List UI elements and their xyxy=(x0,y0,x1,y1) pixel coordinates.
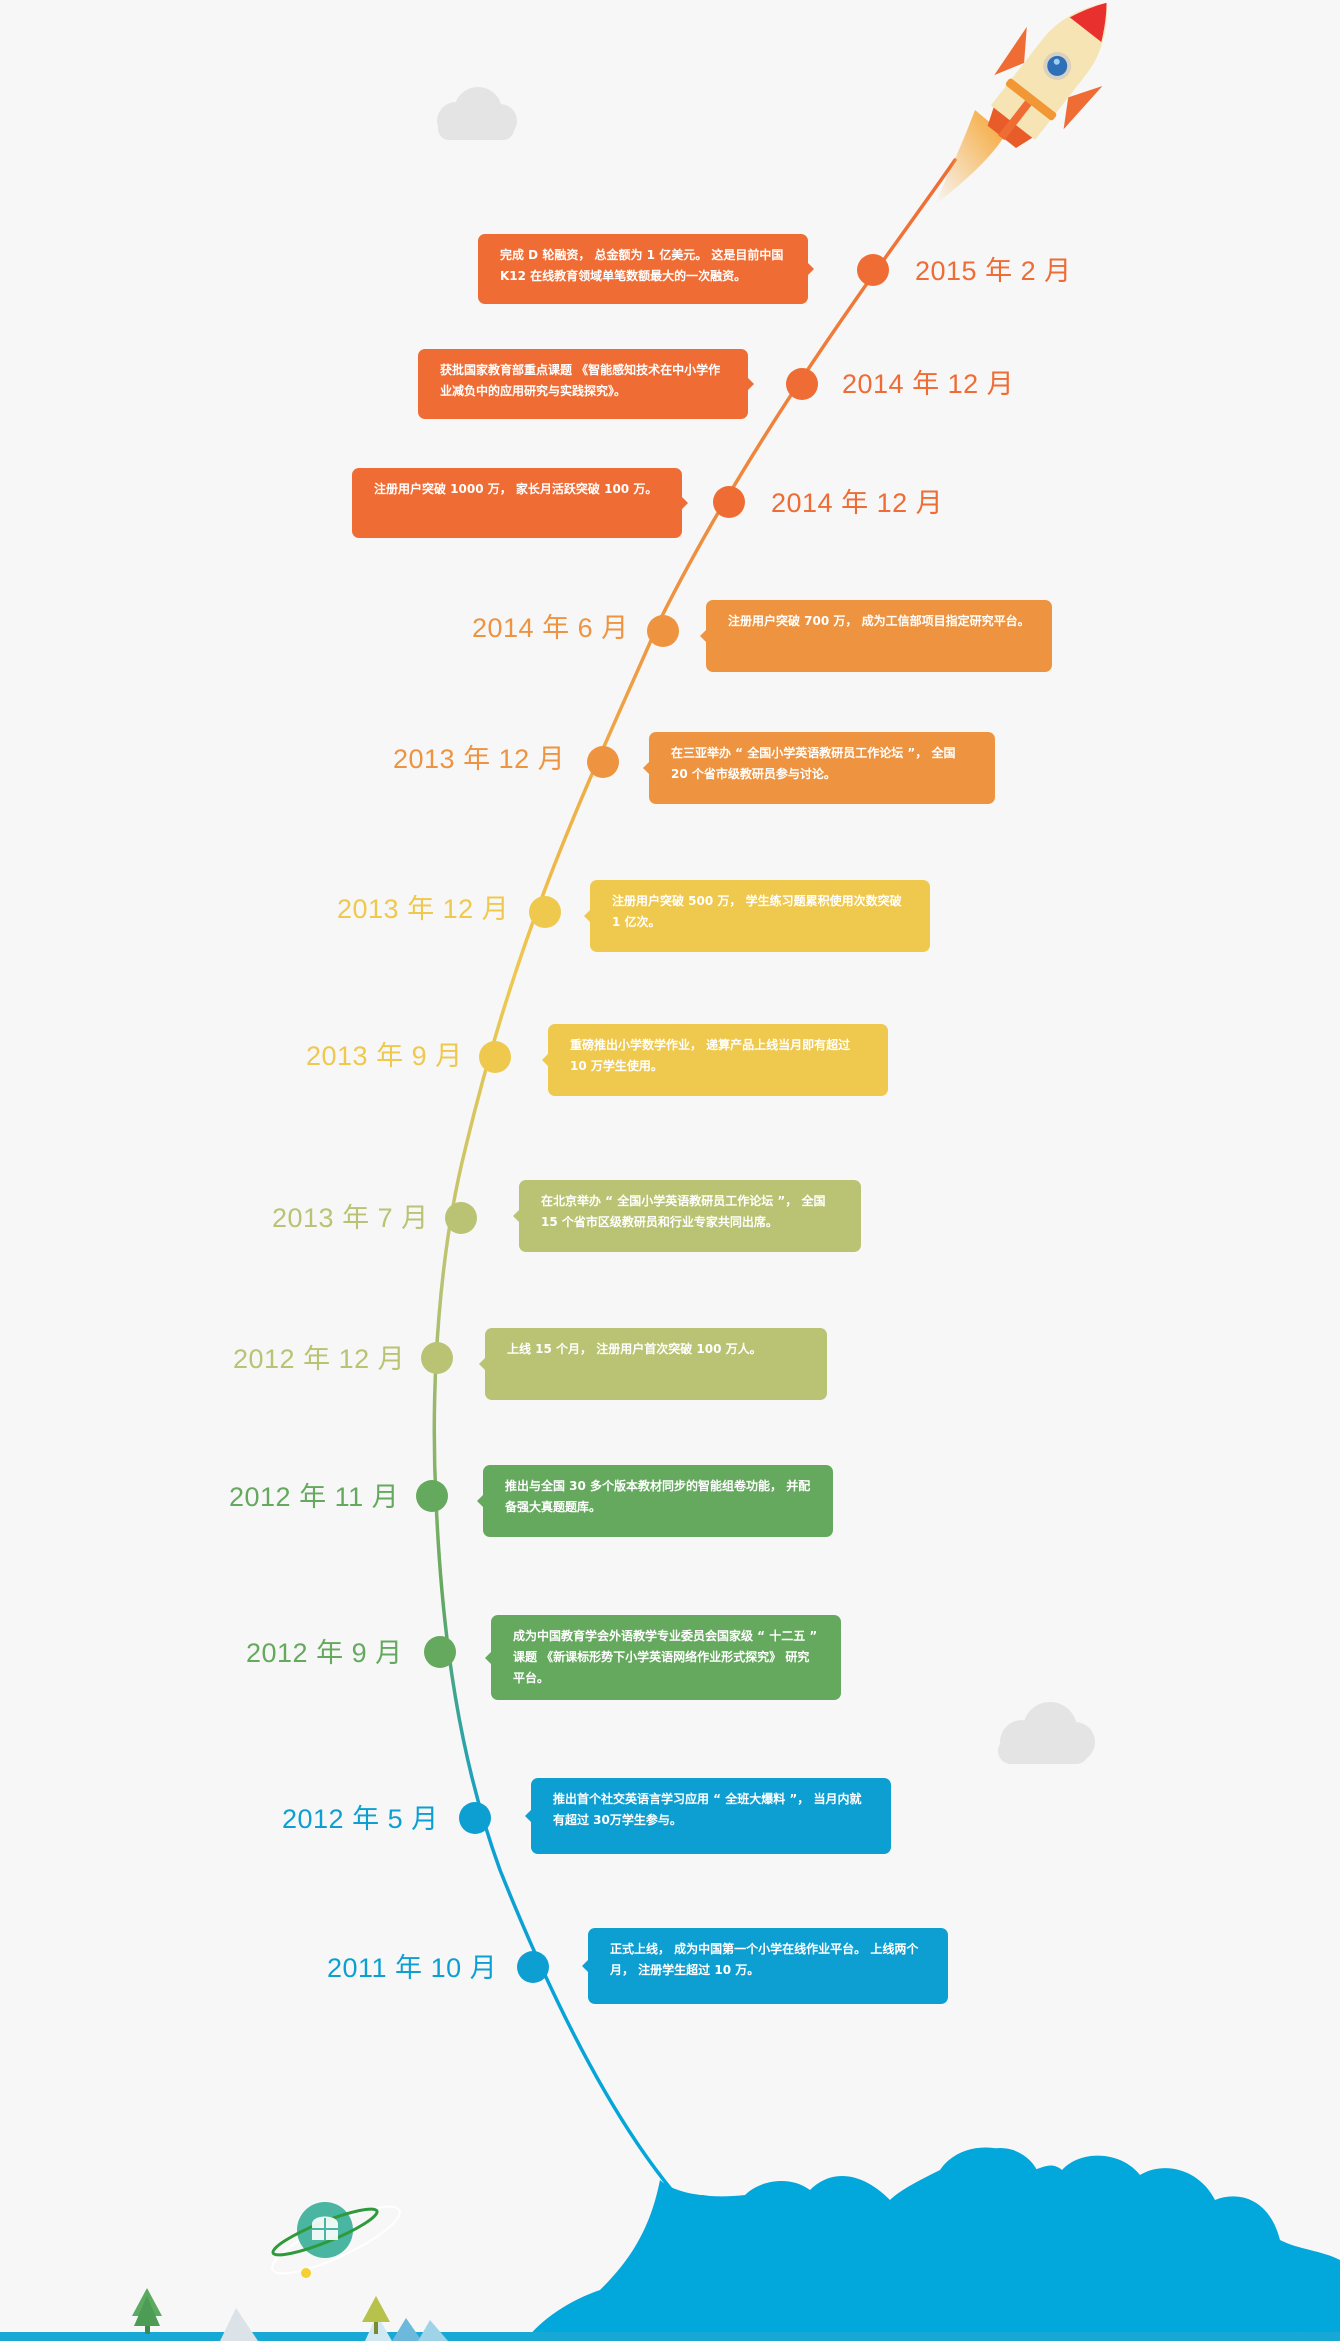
tree-icon xyxy=(132,2288,162,2334)
timeline-dot xyxy=(857,254,889,286)
milestone-card: 注册用户突破 500 万， 学生练习题累积使用次数突破 1 亿次。 xyxy=(584,880,930,952)
milestone-text: 注册用户突破 500 万， 学生练习题累积使用次数突破 1 亿次。 xyxy=(612,894,902,929)
milestone-date: 2013 年 12 月 xyxy=(337,894,510,924)
rocket-flame xyxy=(935,110,1005,205)
milestone-date: 2014 年 12 月 xyxy=(842,369,1015,399)
timeline-dot xyxy=(517,1951,549,1983)
ground-cloud xyxy=(525,2147,1340,2341)
milestone-date: 2014 年 6 月 xyxy=(472,613,629,643)
timeline-dot xyxy=(647,615,679,647)
timeline-dot xyxy=(459,1802,491,1834)
milestone-date: 2013 年 12 月 xyxy=(393,744,566,774)
milestone-text: 推出首个社交英语言学习应用 “ 全班大爆料 ”， 当月内就有超过 30万学生参与… xyxy=(553,1792,862,1827)
milestone-card: 成为中国教育学会外语教学专业委员会国家级 “ 十二五 ” 课题 《新课标形势下小… xyxy=(485,1615,841,1700)
milestone-date: 2012 年 9 月 xyxy=(246,1638,403,1668)
milestone-date: 2013 年 9 月 xyxy=(306,1041,463,1071)
milestone-date: 2012 年 11 月 xyxy=(229,1482,400,1512)
milestone-card: 重磅推出小学数学作业， 递算产品上线当月即有超过 10 万学生使用。 xyxy=(542,1024,888,1096)
timeline-dot xyxy=(445,1202,477,1234)
milestone-text: 推出与全国 30 多个版本教材同步的智能组卷功能， 并配备强大真题题库。 xyxy=(505,1479,811,1514)
milestone-card: 在北京举办 “ 全国小学英语教研员工作论坛 ”， 全国 15 个省市区级教研员和… xyxy=(513,1180,861,1252)
timeline-track xyxy=(432,158,957,2202)
milestone-text: 在三亚举办 “ 全国小学英语教研员工作论坛 ”， 全国 20 个省市级教研员参与… xyxy=(671,746,956,781)
milestone-card: 注册用户突破 1000 万， 家长月活跃突破 100 万。 xyxy=(352,468,688,538)
milestone-date: 2014 年 12 月 xyxy=(771,488,944,518)
milestone-date: 2012 年 5 月 xyxy=(282,1804,439,1834)
milestone-text: 完成 D 轮融资， 总金额为 1 亿美元。 这是目前中国 K12 在线教育领域单… xyxy=(500,248,784,283)
timeline-dot xyxy=(416,1480,448,1512)
milestone-text: 注册用户突破 1000 万， 家长月活跃突破 100 万。 xyxy=(374,482,658,496)
planet-icon xyxy=(271,2202,401,2278)
timeline-dot xyxy=(421,1342,453,1374)
rocket-icon xyxy=(987,2,1107,148)
milestone-date: 2011 年 10 月 xyxy=(327,1953,498,1983)
milestone-card: 推出与全国 30 多个版本教材同步的智能组卷功能， 并配备强大真题题库。 xyxy=(477,1465,833,1537)
timeline-dot xyxy=(587,746,619,778)
milestone-text: 注册用户突破 700 万， 成为工信部项目指定研究平台。 xyxy=(728,614,1030,628)
milestone-date: 2013 年 7 月 xyxy=(272,1203,429,1233)
milestone-text: 重磅推出小学数学作业， 递算产品上线当月即有超过 10 万学生使用。 xyxy=(570,1038,851,1073)
timeline-dot xyxy=(786,368,818,400)
timeline-dot xyxy=(529,896,561,928)
milestone-card: 推出首个社交英语言学习应用 “ 全班大爆料 ”， 当月内就有超过 30万学生参与… xyxy=(525,1778,891,1854)
milestone-card: 注册用户突破 700 万， 成为工信部项目指定研究平台。 xyxy=(700,600,1052,672)
milestone-card: 在三亚举办 “ 全国小学英语教研员工作论坛 ”， 全国 20 个省市级教研员参与… xyxy=(643,732,995,804)
milestone-text: 在北京举办 “ 全国小学英语教研员工作论坛 ”， 全国 15 个省市区级教研员和… xyxy=(541,1194,826,1229)
timeline-dot xyxy=(424,1636,456,1668)
cloud-icon xyxy=(998,1702,1095,1764)
milestone-text: 成为中国教育学会外语教学专业委员会国家级 “ 十二五 ” 课题 《新课标形势下小… xyxy=(513,1629,818,1685)
milestone-text: 上线 15 个月， 注册用户首次突破 100 万人。 xyxy=(507,1342,762,1356)
milestone-date: 2015 年 2 月 xyxy=(915,256,1072,286)
milestone-card: 上线 15 个月， 注册用户首次突破 100 万人。 xyxy=(479,1328,827,1400)
milestone-card: 完成 D 轮融资， 总金额为 1 亿美元。 这是目前中国 K12 在线教育领域单… xyxy=(478,234,814,304)
ground-line xyxy=(0,2332,1340,2341)
milestone-date: 2012 年 12 月 xyxy=(233,1344,406,1374)
milestone-card: 正式上线， 成为中国第一个小学在线作业平台。 上线两个月， 注册学生超过 10 … xyxy=(582,1928,948,2004)
tree-icon xyxy=(362,2296,390,2334)
milestone-text: 正式上线， 成为中国第一个小学在线作业平台。 上线两个月， 注册学生超过 10 … xyxy=(610,1942,919,1977)
milestone-card: 获批国家教育部重点课题 《智能感知技术在中小学作业减负中的应用研究与实践探究》。 xyxy=(418,349,754,419)
timeline-dot xyxy=(479,1041,511,1073)
mountain-icon xyxy=(220,2308,448,2341)
timeline-dot xyxy=(713,486,745,518)
milestone-dots xyxy=(416,254,889,1983)
milestone-text: 获批国家教育部重点课题 《智能感知技术在中小学作业减负中的应用研究与实践探究》。 xyxy=(440,363,721,398)
cloud-icon xyxy=(437,87,517,140)
